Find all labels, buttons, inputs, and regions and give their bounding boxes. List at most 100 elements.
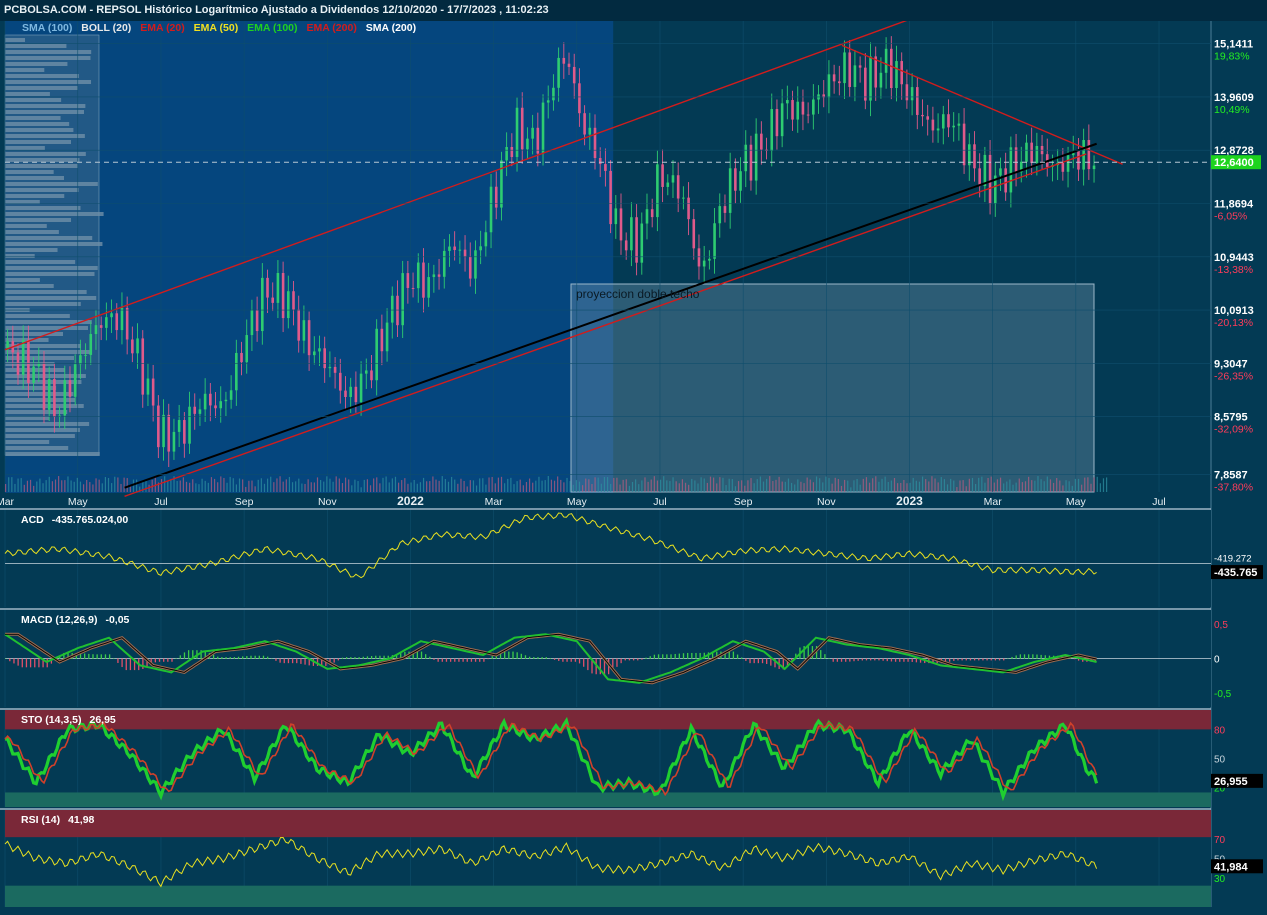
volume-bar: [641, 480, 643, 492]
price-pct-label: -37,80%: [1214, 481, 1253, 493]
oversold-band: [5, 885, 1211, 907]
volume-bar: [354, 479, 356, 492]
volume-bar: [148, 484, 150, 492]
macd-histogram-bar: [79, 653, 82, 659]
macd-histogram-bar: [375, 655, 377, 659]
volume-bar: [410, 482, 412, 492]
candle-body: [739, 171, 742, 191]
macd-histogram-bar: [541, 657, 543, 659]
volume-bar: [139, 486, 141, 492]
macd-histogram-bar: [961, 658, 963, 661]
volume-bar: [195, 483, 197, 492]
volume-bar: [784, 481, 786, 492]
volume-bar: [8, 477, 10, 492]
volume-profile-bar: [5, 62, 68, 66]
volume-bar: [232, 478, 234, 492]
x-tick-label: Sep: [734, 496, 753, 508]
macd-histogram-bar: [845, 658, 847, 662]
macd-histogram-bar: [321, 658, 323, 666]
macd-histogram-bar: [104, 654, 107, 659]
macd-histogram-bar: [504, 651, 506, 659]
volume-bar: [326, 476, 328, 492]
candle-body: [68, 380, 72, 397]
candle-body: [598, 158, 602, 165]
candle-body: [671, 175, 675, 183]
candle-body: [926, 116, 929, 120]
volume-bar: [198, 484, 200, 492]
volume-bar: [220, 476, 222, 492]
candle-body: [593, 127, 597, 159]
volume-profile-bar: [5, 200, 40, 204]
overbought-band: [5, 810, 1211, 838]
volume-bar: [731, 479, 733, 492]
macd-histogram-bar: [828, 658, 830, 659]
macd-histogram-bar: [150, 658, 152, 665]
volume-bar: [1065, 480, 1067, 492]
volume-bar: [95, 478, 97, 492]
candle-body: [255, 310, 259, 332]
macd-histogram-bar: [682, 653, 685, 659]
volume-bar: [504, 483, 506, 492]
macd-histogram-bar: [628, 658, 631, 661]
macd-histogram-bar: [387, 655, 389, 659]
candle-body: [635, 217, 638, 263]
macd-histogram-bar: [483, 658, 485, 662]
volume-bar: [70, 480, 72, 492]
macd-histogram-bar: [662, 654, 664, 659]
price-tick-label: 10,9443: [1214, 252, 1254, 264]
sto-axis-tick: 20: [1214, 784, 1226, 795]
macd-histogram-bar: [886, 658, 888, 662]
volume-bar: [270, 476, 272, 492]
candle-body: [791, 100, 794, 120]
macd-histogram-bar: [429, 656, 431, 659]
volume-bar: [407, 483, 409, 492]
macd-histogram-bar: [279, 658, 281, 663]
volume-bar: [245, 486, 247, 492]
macd-histogram-bar: [741, 657, 743, 659]
macd-histogram-bar: [113, 658, 115, 659]
candle-body: [510, 147, 514, 157]
volume-bar: [778, 476, 780, 492]
volume-bar: [295, 481, 297, 492]
volume-bar: [341, 483, 344, 492]
candle-body: [177, 420, 181, 432]
volume-bar: [775, 479, 777, 492]
volume-bar: [107, 477, 110, 492]
candle-body: [853, 65, 857, 87]
macd-histogram-bar: [649, 656, 651, 659]
macd-histogram-bar: [1028, 654, 1030, 659]
candle-body: [905, 84, 909, 101]
candle-body: [416, 262, 420, 289]
candle-body: [812, 99, 815, 115]
volume-bar: [213, 478, 216, 492]
legend-ema20: EMA (20): [140, 22, 185, 34]
candle-body: [344, 390, 347, 397]
volume-bar: [120, 483, 122, 492]
volume-bar: [438, 480, 440, 492]
macd-histogram-bar: [998, 658, 1001, 661]
candle-body: [385, 322, 389, 352]
macd-histogram-bar: [786, 658, 789, 667]
macd-histogram-bar: [869, 658, 872, 661]
candle-body: [1019, 161, 1023, 173]
volume-bar: [226, 482, 228, 492]
volume-profile-bar: [5, 104, 86, 108]
price-pct-label: -6,05%: [1214, 211, 1247, 223]
macd-histogram-bar: [1019, 654, 1022, 659]
macd-histogram-bar: [795, 653, 797, 659]
volume-bar: [812, 482, 815, 492]
candle-body: [151, 378, 155, 406]
volume-bar: [834, 477, 836, 492]
volume-bar: [893, 477, 896, 492]
candle-body: [952, 125, 955, 128]
volume-bar: [750, 478, 752, 492]
macd-histogram-bar: [34, 658, 36, 668]
volume-bar: [653, 476, 655, 492]
volume-bar: [1087, 477, 1089, 492]
candle-body: [962, 123, 966, 166]
macd-histogram-bar: [21, 658, 23, 668]
candle-body: [162, 414, 165, 448]
volume-bar: [675, 481, 677, 492]
macd-histogram-bar: [84, 653, 86, 659]
